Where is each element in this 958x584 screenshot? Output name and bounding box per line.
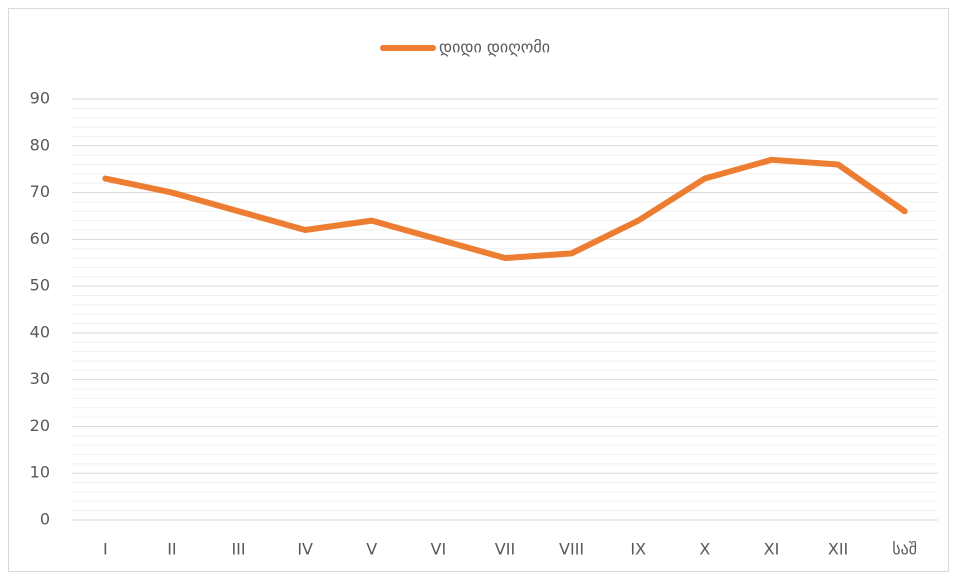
x-tick-label: IX (630, 540, 646, 559)
y-tick-label: 80 (30, 135, 50, 154)
x-tick-label: III (231, 540, 245, 559)
x-tick-label: VI (431, 540, 447, 559)
y-tick-label: 60 (30, 229, 50, 248)
chart-border (8, 8, 949, 572)
x-tick-label: X (699, 540, 710, 559)
x-tick-label: XII (828, 540, 848, 559)
x-tick-label: I (103, 540, 108, 559)
y-tick-label: 90 (30, 89, 50, 108)
y-tick-label: 10 (30, 463, 50, 482)
x-tick-label: საშ (892, 540, 917, 559)
x-tick-label: VIII (559, 540, 584, 559)
y-tick-label: 40 (30, 322, 50, 341)
y-tick-label: 30 (30, 369, 50, 388)
x-tick-label: XI (764, 540, 780, 559)
y-tick-label: 20 (30, 416, 50, 435)
y-tick-label: 50 (30, 276, 50, 295)
legend-label: დიდი დიღომი (439, 38, 550, 57)
x-tick-label: II (167, 540, 176, 559)
x-tick-label: VII (495, 540, 515, 559)
y-tick-label: 70 (30, 182, 50, 201)
x-tick-label: IV (297, 540, 313, 559)
x-tick-label: V (366, 540, 377, 559)
line-series (102, 156, 908, 262)
y-tick-label: 0 (40, 510, 50, 529)
